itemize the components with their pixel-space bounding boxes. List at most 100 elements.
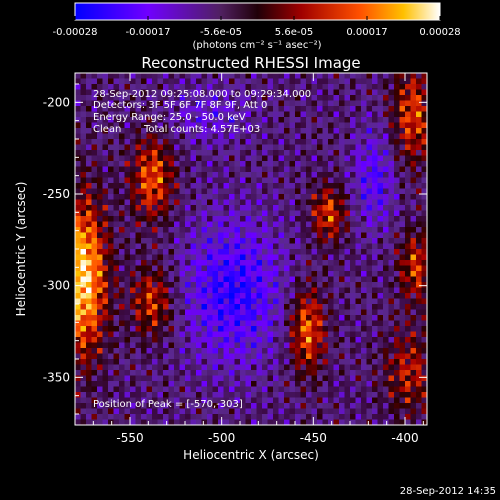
heatmap-cell xyxy=(113,106,120,112)
heatmap-cell xyxy=(278,353,285,360)
heatmap-cell xyxy=(201,249,208,255)
heatmap-cell xyxy=(130,238,136,244)
heatmap-cell xyxy=(372,304,378,310)
heatmap-cell xyxy=(190,232,197,239)
heatmap-cell xyxy=(421,293,427,299)
heatmap-cell xyxy=(135,408,142,415)
heatmap-cell xyxy=(295,315,301,321)
heatmap-cell xyxy=(273,392,279,398)
heatmap-cell xyxy=(388,106,395,112)
heatmap-cell xyxy=(174,150,180,156)
heatmap-cell xyxy=(102,216,109,222)
heatmap-cell xyxy=(405,364,411,371)
heatmap-cell xyxy=(91,249,98,255)
heatmap-cell xyxy=(256,370,263,376)
heatmap-cell xyxy=(289,128,296,134)
heatmap-cell xyxy=(278,221,285,228)
heatmap-cell xyxy=(267,139,274,145)
heatmap-cell xyxy=(295,282,301,288)
heatmap-cell xyxy=(152,238,158,244)
heatmap-cell xyxy=(135,210,142,217)
heatmap-cell xyxy=(339,117,345,123)
heatmap-cell xyxy=(289,397,296,404)
heatmap-cell xyxy=(251,155,257,162)
heatmap-cell xyxy=(190,397,197,404)
heatmap-cell xyxy=(86,386,92,393)
heatmap-cell xyxy=(355,276,362,283)
heatmap-cell xyxy=(240,111,246,118)
heatmap-cell xyxy=(223,122,230,129)
heatmap-cell xyxy=(355,315,362,321)
heatmap-cell xyxy=(377,419,384,425)
heatmap-cell xyxy=(91,84,98,90)
heatmap-cell xyxy=(394,78,400,85)
heatmap-cell xyxy=(394,95,400,101)
heatmap-cell xyxy=(317,199,323,206)
heatmap-cell xyxy=(157,304,164,310)
heatmap-cell xyxy=(372,89,378,96)
heatmap-cell xyxy=(212,381,219,387)
heatmap-cell xyxy=(383,260,389,266)
heatmap-cell xyxy=(416,78,422,85)
heatmap-cell xyxy=(146,260,153,266)
heatmap-cell xyxy=(86,271,92,277)
heatmap-cell xyxy=(339,392,345,398)
heatmap-cell xyxy=(75,216,81,222)
heatmap-cell xyxy=(130,337,136,343)
heatmap-cell xyxy=(174,326,180,332)
heatmap-cell xyxy=(256,232,263,239)
heatmap-cell xyxy=(163,122,169,129)
heatmap-cell xyxy=(328,359,334,365)
heatmap-cell xyxy=(229,298,235,305)
heatmap-cell xyxy=(124,216,131,222)
heatmap-cell xyxy=(251,276,257,283)
heatmap-cell xyxy=(102,282,109,288)
heatmap-cell xyxy=(311,287,318,294)
heatmap-cell xyxy=(289,298,296,305)
heatmap-cell xyxy=(399,320,406,327)
heatmap-cell xyxy=(135,166,142,173)
heatmap-cell xyxy=(306,342,312,349)
heatmap-cell xyxy=(97,243,103,250)
heatmap-cell xyxy=(207,183,213,189)
heatmap-cell xyxy=(119,403,125,409)
heatmap-cell xyxy=(322,166,329,173)
heatmap-cell xyxy=(119,348,125,354)
heatmap-cell xyxy=(355,419,362,425)
heatmap-cell xyxy=(300,375,307,382)
heatmap-cell xyxy=(240,73,246,79)
heatmap-cell xyxy=(135,254,142,261)
heatmap-cell xyxy=(355,408,362,415)
heatmap-cell xyxy=(295,348,301,354)
heatmap-cell xyxy=(174,293,180,299)
heatmap-cell xyxy=(322,216,329,222)
heatmap-cell xyxy=(124,150,131,156)
heatmap-cell xyxy=(80,276,87,283)
heatmap-cell xyxy=(229,276,235,283)
heatmap-cell xyxy=(383,249,389,255)
heatmap-cell xyxy=(179,177,186,184)
heatmap-cell xyxy=(421,199,427,206)
heatmap-cell xyxy=(168,287,175,294)
heatmap-cell xyxy=(91,419,98,425)
heatmap-cell xyxy=(399,304,406,310)
heatmap-cell xyxy=(289,122,296,129)
heatmap-cell xyxy=(130,139,136,145)
heatmap-cell xyxy=(190,194,197,200)
heatmap-cell xyxy=(174,144,180,151)
heatmap-cell xyxy=(361,364,367,371)
heatmap-cell xyxy=(102,370,109,376)
heatmap-cell xyxy=(317,150,323,156)
heatmap-cell xyxy=(135,342,142,349)
heatmap-cell xyxy=(223,95,230,101)
heatmap-cell xyxy=(284,320,290,327)
heatmap-cell xyxy=(201,227,208,233)
heatmap-cell xyxy=(152,155,158,162)
heatmap-cell xyxy=(91,177,98,184)
heatmap-cell xyxy=(135,100,142,107)
heatmap-cell xyxy=(289,414,296,420)
heatmap-cell xyxy=(119,177,125,184)
heatmap-cell xyxy=(119,260,125,266)
heatmap-cell xyxy=(234,232,241,239)
heatmap-cell xyxy=(262,232,268,239)
